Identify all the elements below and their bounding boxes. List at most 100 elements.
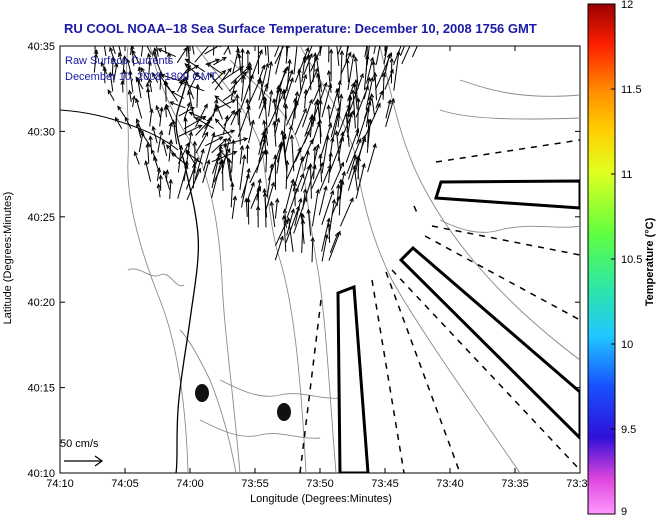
current-vector [285,46,290,64]
eddy-blob [195,384,209,402]
current-vector [169,101,186,109]
current-vector [256,137,267,174]
current-vector [184,58,206,73]
current-vector [318,185,328,216]
current-vector [213,56,227,66]
current-vector [275,46,284,75]
current-vector [177,144,184,173]
current-vector [297,68,302,93]
current-vector [345,46,350,63]
current-vector [144,46,152,55]
current-vector [321,82,333,118]
current-vector [122,54,127,73]
current-vector [401,46,411,65]
current-vector [195,131,209,154]
current-vector [347,53,356,91]
current-vector [114,116,123,130]
legend-current-label: Raw Surface Currents [65,55,174,67]
x-tick-label: 73:30 [566,478,594,490]
current-vector [346,138,362,174]
current-vector [303,88,308,109]
current-vector [284,124,293,153]
current-vector [248,119,255,144]
current-vector [171,119,178,145]
current-vector [304,150,310,171]
current-vector [118,46,122,56]
current-vector [194,117,215,129]
current-vector [285,146,302,182]
current-vector [294,46,310,83]
current-vector [211,138,228,154]
current-vector [286,186,299,219]
current-vector [159,106,164,127]
current-vector [321,189,335,225]
current-vector [133,150,140,165]
current-vector [130,46,135,67]
current-vector [375,46,381,65]
current-vector [230,181,235,208]
current-vector [149,107,154,127]
current-vector [169,90,185,99]
current-vector [274,197,280,219]
current-vector [311,161,324,189]
current-vector [400,46,406,56]
current-vector [267,90,285,128]
current-vector [291,90,300,126]
current-vector [110,55,116,75]
current-vector [276,141,284,174]
current-vector [186,167,201,201]
current-vector [385,97,395,127]
current-vector [348,154,357,180]
current-vector [107,89,115,101]
current-vector [283,103,289,136]
current-vector [168,138,174,162]
current-vector [375,51,393,90]
current-vector [273,154,278,190]
current-vector [393,46,402,66]
current-vector [239,154,247,191]
current-vector [222,114,229,135]
current-vector [304,164,317,201]
current-vector [94,46,96,54]
current-vector [245,144,250,164]
current-vector [281,214,287,252]
x-tick-label: 73:45 [371,478,399,490]
current-vector [214,118,233,138]
current-vector [320,122,333,156]
current-vector [241,167,251,208]
current-vector [347,155,360,191]
current-vector [365,76,375,110]
current-vector [328,46,330,63]
current-vector [247,181,255,201]
current-vector [300,218,306,253]
current-vector [339,197,354,227]
current-vector [294,107,307,135]
x-tick-label: 74:00 [176,478,204,490]
y-tick-label: 40:35 [27,41,55,53]
x-axis: 74:10 74:05 74:00 73:55 73:50 73:45 73:40 73:35… [46,46,594,490]
x-tick-label: 73:50 [306,478,334,490]
current-vector [317,118,323,144]
colorbar-tick-label: 10 [621,339,633,351]
current-vector [304,46,313,63]
current-vector [311,188,320,227]
current-vector [117,51,123,66]
eddy-blob [277,403,291,421]
current-vector [262,191,268,228]
current-vector [155,104,161,118]
current-vector [127,89,133,103]
current-vector [346,95,352,126]
current-vector [239,144,245,165]
current-vector [321,217,331,252]
colorbar-tick-label: 11.5 [621,84,642,96]
current-vector [258,62,270,101]
colorbar-tick-label: 11 [621,169,632,181]
current-vector [245,49,251,74]
current-vector [204,136,224,147]
current-vector [366,56,375,84]
current-vector [237,53,242,74]
current-vector [185,157,199,190]
current-vector [120,79,125,93]
current-vector [308,162,313,199]
x-tick-label: 73:40 [436,478,464,490]
